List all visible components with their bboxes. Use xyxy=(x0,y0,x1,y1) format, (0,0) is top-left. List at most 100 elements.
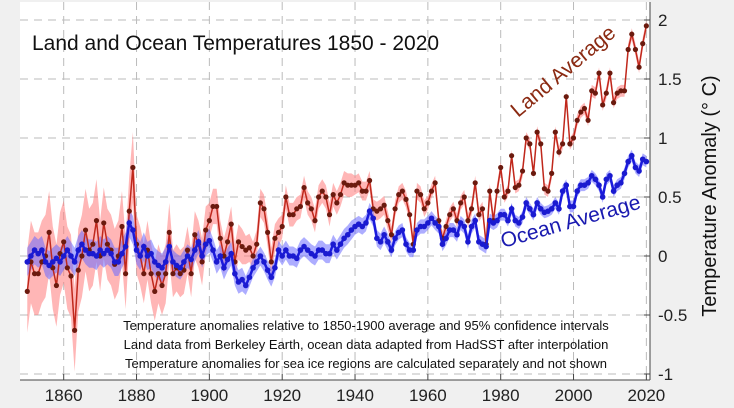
land-data-point xyxy=(334,200,340,206)
ocean-data-point xyxy=(35,250,42,257)
land-data-point xyxy=(246,245,253,251)
land-data-point xyxy=(476,212,482,218)
land-data-point xyxy=(93,218,100,224)
ocean-data-point xyxy=(217,253,224,259)
ocean-data-point xyxy=(468,223,475,230)
land-data-point xyxy=(396,192,402,198)
ocean-data-point xyxy=(257,253,264,259)
land-data-point xyxy=(425,200,431,206)
ocean-data-point xyxy=(636,168,642,174)
ocean-confidence-band xyxy=(27,149,647,295)
ocean-data-point xyxy=(527,206,533,212)
ocean-data-point xyxy=(363,220,369,226)
ocean-data-point xyxy=(465,239,471,245)
ocean-data-point xyxy=(57,259,63,265)
land-data-point xyxy=(257,200,263,206)
land-data-point xyxy=(275,229,282,235)
ocean-data-point xyxy=(439,241,446,247)
ocean-data-point xyxy=(148,250,154,257)
land-data-point xyxy=(319,188,325,194)
land-data-point xyxy=(578,109,584,115)
ocean-data-point xyxy=(625,158,631,165)
ocean-data-point xyxy=(133,247,140,253)
land-data-point xyxy=(203,227,209,233)
ocean-data-point xyxy=(494,217,500,224)
ocean-data-point xyxy=(297,247,304,253)
ocean-data-point xyxy=(588,172,595,179)
y-tick-label: 2 xyxy=(658,11,667,30)
ocean-data-point xyxy=(516,220,522,226)
land-data-point xyxy=(498,164,504,171)
ocean-data-point xyxy=(618,180,624,186)
land-data-point xyxy=(618,88,624,94)
land-data-point xyxy=(177,271,183,277)
ocean-data-point xyxy=(548,206,555,212)
x-tick-label: 1920 xyxy=(263,386,301,405)
ocean-data-point xyxy=(377,239,384,245)
land-data-point xyxy=(199,259,205,265)
ocean-data-point xyxy=(191,247,198,253)
ocean-data-point xyxy=(31,247,38,253)
ocean-data-point xyxy=(341,235,347,242)
land-data-point xyxy=(228,221,234,227)
ocean-data-point xyxy=(610,188,617,194)
y-tick-label: -1 xyxy=(658,365,673,384)
land-data-point xyxy=(308,206,314,212)
chart-title: Land and Ocean Temperatures 1850 - 2020 xyxy=(32,32,439,55)
ocean-data-point xyxy=(97,247,103,253)
ocean-data-point xyxy=(64,247,71,253)
land-data-point xyxy=(465,218,471,224)
land-data-point xyxy=(31,271,38,277)
ocean-data-point xyxy=(184,253,191,259)
land-data-point xyxy=(312,218,318,224)
land-data-point xyxy=(450,206,456,212)
land-data-point xyxy=(596,70,602,76)
ocean-data-point xyxy=(104,247,111,253)
ocean-data-point xyxy=(122,243,129,250)
land-data-point xyxy=(523,135,529,141)
land-data-point xyxy=(621,88,628,94)
land-data-point xyxy=(516,182,522,188)
ocean-data-point xyxy=(450,227,457,233)
ocean-data-point xyxy=(374,235,380,242)
ocean-data-point xyxy=(195,239,202,245)
land-data-point xyxy=(377,206,384,212)
ocean-data-point xyxy=(421,223,428,230)
land-data-point xyxy=(581,105,588,112)
ocean-data-point xyxy=(435,223,442,230)
ocean-data-point xyxy=(596,182,602,188)
land-data-point xyxy=(552,129,558,135)
land-data-point xyxy=(326,212,333,218)
ocean-data-point xyxy=(483,243,489,250)
y-tick-label: 0 xyxy=(658,247,667,266)
ocean-data-point xyxy=(60,253,67,259)
ocean-data-point xyxy=(188,256,194,263)
land-data-point xyxy=(392,206,398,212)
ocean-data-point xyxy=(141,243,147,250)
land-data-point xyxy=(348,182,354,188)
land-data-point xyxy=(381,202,387,208)
land-data-point xyxy=(625,46,631,53)
ocean-data-point xyxy=(570,203,577,210)
ocean-data-point xyxy=(556,206,562,212)
ocean-data-point xyxy=(108,250,114,257)
ocean-data-point xyxy=(261,259,267,265)
ocean-data-point xyxy=(632,164,639,171)
ocean-data-point xyxy=(457,220,464,226)
ocean-data-point xyxy=(592,176,599,183)
land-data-point xyxy=(72,327,78,333)
land-data-point xyxy=(316,194,322,200)
land-data-point xyxy=(479,206,486,212)
ocean-data-point xyxy=(414,227,420,233)
ocean-data-point xyxy=(275,247,282,253)
land-data-point xyxy=(447,212,453,218)
ocean-data-point xyxy=(399,227,406,233)
ocean-data-point xyxy=(334,247,340,253)
ocean-data-point xyxy=(388,247,395,253)
land-confidence-band xyxy=(27,20,647,372)
land-data-point xyxy=(290,212,296,218)
y-axis-title: Temperature Anomaly (° C) xyxy=(699,75,721,316)
ocean-data-point xyxy=(100,250,107,257)
ocean-data-point xyxy=(213,259,220,265)
